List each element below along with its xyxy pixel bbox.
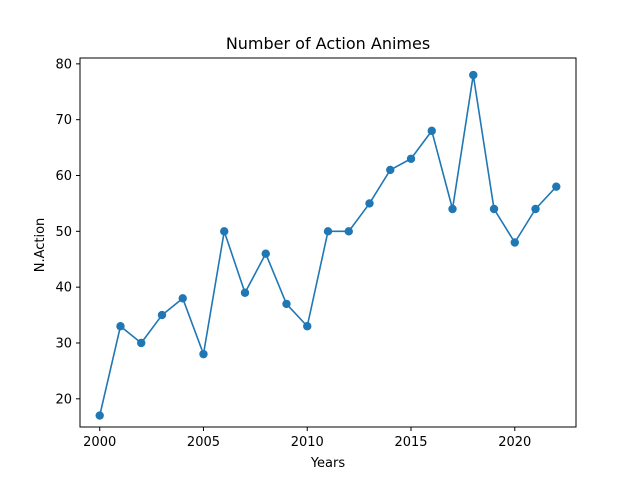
x-axis-label: Years [310,456,346,471]
data-point [344,227,353,236]
x-tick-label: 2005 [187,435,220,450]
x-tick-label: 2010 [291,435,324,450]
data-point [137,338,146,348]
axes-frame [79,57,577,428]
data-point [303,322,312,331]
data-point [261,249,270,258]
data-point [323,227,333,236]
data-point [365,199,374,208]
data-point [95,411,104,420]
data-point [552,182,561,191]
data-point [427,126,436,136]
data-point [116,322,125,331]
data-point [469,70,478,80]
data-point [157,310,167,320]
data-point [240,288,250,297]
x-tick-label: 2015 [394,435,427,450]
y-tick-label: 70 [55,113,72,128]
data-point [220,227,229,236]
x-tick-label: 2020 [498,435,531,450]
y-tick-label: 40 [55,281,72,296]
data-point [510,238,519,247]
data-point [531,204,540,214]
y-tick-label: 60 [55,169,72,184]
data-point [489,204,499,214]
x-tick-label: 2000 [83,435,116,450]
data-point [282,299,291,309]
data-point [178,294,187,303]
data-point [448,204,457,214]
data-point [199,349,208,359]
y-tick-label: 20 [55,392,72,407]
chart-title: Number of Action Animes [226,34,430,53]
data-point [406,154,416,163]
y-tick-label: 50 [55,225,72,240]
data-point [386,165,395,175]
y-axis-label: N.Action [33,218,48,273]
y-tick-label: 80 [55,57,72,72]
y-tick-label: 30 [55,336,72,351]
